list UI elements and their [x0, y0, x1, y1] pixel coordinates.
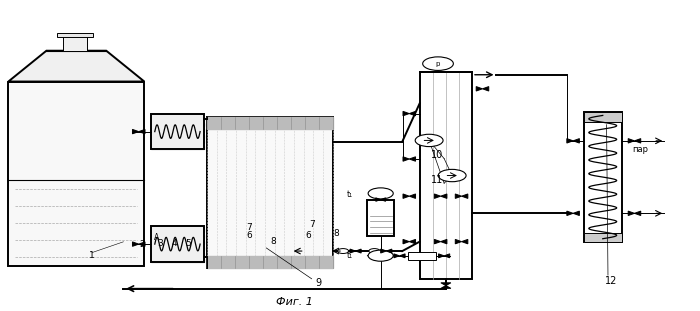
Bar	[368, 200, 394, 236]
Polygon shape	[567, 211, 573, 216]
Text: 12: 12	[606, 276, 617, 286]
Text: 11: 11	[431, 175, 443, 185]
Polygon shape	[207, 117, 332, 129]
Polygon shape	[151, 235, 204, 238]
Polygon shape	[132, 242, 139, 246]
Bar	[8, 81, 144, 267]
Circle shape	[337, 248, 349, 253]
Polygon shape	[151, 253, 204, 256]
Bar	[151, 114, 204, 149]
Text: 9: 9	[316, 278, 322, 288]
Bar	[420, 72, 472, 279]
Polygon shape	[386, 249, 392, 253]
Circle shape	[423, 57, 454, 70]
Polygon shape	[573, 211, 580, 216]
Circle shape	[415, 134, 443, 146]
Polygon shape	[403, 239, 410, 244]
Text: 1: 1	[89, 251, 95, 260]
Text: р: р	[436, 61, 440, 67]
Bar	[63, 35, 88, 51]
Text: 7: 7	[246, 222, 252, 231]
Polygon shape	[151, 247, 204, 250]
Polygon shape	[441, 285, 451, 288]
Text: t₁: t₁	[347, 190, 353, 199]
Bar	[408, 252, 436, 260]
Polygon shape	[634, 139, 640, 143]
Polygon shape	[455, 239, 461, 244]
Polygon shape	[207, 256, 332, 268]
Text: 8: 8	[333, 229, 339, 238]
Text: 6: 6	[246, 231, 252, 240]
Circle shape	[438, 169, 466, 182]
Polygon shape	[151, 229, 204, 232]
Polygon shape	[356, 249, 361, 253]
Text: 2: 2	[139, 240, 145, 249]
Text: 3: 3	[158, 239, 163, 248]
Bar	[57, 33, 93, 37]
Polygon shape	[410, 239, 416, 244]
Bar	[584, 233, 622, 242]
Polygon shape	[151, 141, 204, 143]
Polygon shape	[400, 254, 405, 258]
Bar	[151, 226, 204, 262]
Polygon shape	[482, 86, 489, 91]
Text: 6: 6	[305, 231, 311, 240]
Polygon shape	[151, 129, 204, 132]
Polygon shape	[567, 139, 573, 143]
Polygon shape	[628, 211, 634, 216]
Polygon shape	[628, 139, 634, 143]
Polygon shape	[435, 239, 440, 244]
Polygon shape	[151, 123, 204, 126]
Circle shape	[368, 250, 393, 261]
Polygon shape	[151, 117, 204, 120]
Circle shape	[368, 188, 393, 199]
Polygon shape	[476, 86, 482, 91]
Polygon shape	[410, 194, 416, 198]
Polygon shape	[410, 157, 416, 161]
Text: A: A	[154, 233, 160, 242]
Polygon shape	[207, 117, 332, 268]
Polygon shape	[410, 111, 416, 116]
Polygon shape	[394, 254, 400, 258]
Polygon shape	[8, 51, 144, 81]
Polygon shape	[461, 239, 468, 244]
Text: Фиг. 1: Фиг. 1	[276, 297, 313, 307]
Polygon shape	[461, 194, 468, 198]
Polygon shape	[139, 129, 145, 134]
Bar	[584, 112, 622, 122]
Polygon shape	[151, 146, 204, 149]
Polygon shape	[139, 242, 145, 246]
Polygon shape	[403, 157, 410, 161]
Text: 10: 10	[431, 151, 443, 160]
Polygon shape	[151, 259, 204, 262]
Polygon shape	[440, 194, 447, 198]
Circle shape	[369, 248, 380, 253]
Text: t₁: t₁	[347, 251, 353, 260]
Polygon shape	[440, 239, 447, 244]
Bar	[584, 112, 622, 242]
Polygon shape	[441, 283, 451, 285]
Polygon shape	[376, 198, 381, 201]
Polygon shape	[381, 198, 386, 201]
Polygon shape	[350, 249, 356, 253]
Polygon shape	[444, 254, 449, 258]
Text: 7: 7	[309, 220, 314, 229]
Polygon shape	[151, 241, 204, 244]
Polygon shape	[151, 135, 204, 137]
Polygon shape	[381, 249, 386, 253]
Polygon shape	[435, 194, 440, 198]
Polygon shape	[634, 211, 640, 216]
Polygon shape	[455, 194, 461, 198]
Text: 5: 5	[186, 239, 191, 248]
Polygon shape	[403, 194, 410, 198]
Polygon shape	[132, 129, 139, 134]
Text: пар: пар	[632, 145, 648, 154]
Polygon shape	[573, 139, 580, 143]
Polygon shape	[438, 254, 444, 258]
Text: 8: 8	[270, 237, 276, 246]
Polygon shape	[403, 111, 410, 116]
Text: 4: 4	[172, 239, 177, 248]
